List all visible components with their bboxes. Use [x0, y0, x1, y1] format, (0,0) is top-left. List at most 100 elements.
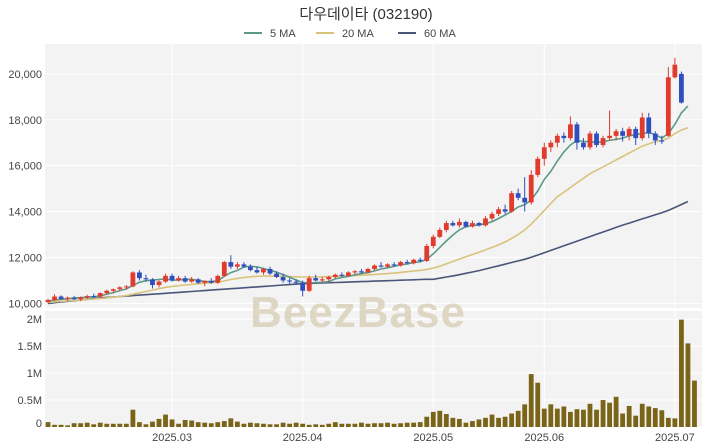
legend-label-20ma: 20 MA — [342, 28, 374, 40]
volume-bar — [156, 418, 162, 427]
volume-bar — [437, 410, 443, 427]
price-tick-label: 14,000 — [8, 207, 42, 219]
candle — [633, 126, 639, 146]
candle-body — [398, 262, 404, 266]
volume-bar — [241, 423, 247, 427]
candle-body — [528, 174, 534, 203]
date-tick-label: 2025.07 — [655, 432, 695, 444]
candle-body — [182, 278, 188, 282]
candle — [293, 279, 299, 286]
volume-bar — [639, 403, 645, 427]
volume-bar — [208, 423, 214, 427]
volume-bar — [352, 423, 358, 427]
candle — [372, 264, 377, 271]
candle-body — [613, 131, 619, 136]
candle — [123, 285, 129, 290]
candle — [437, 227, 443, 238]
volume-bar — [319, 424, 325, 427]
candle-body — [633, 128, 639, 139]
volume-bar — [123, 423, 129, 427]
candle-body — [502, 209, 508, 212]
candle-body — [58, 296, 64, 299]
volume-bar — [496, 417, 501, 427]
volume-bar — [509, 413, 515, 427]
candle-body — [104, 290, 110, 294]
candle-body — [202, 280, 208, 283]
candle — [672, 57, 678, 79]
candle-body — [378, 265, 384, 267]
candle-body — [600, 138, 606, 146]
volume-bar — [293, 422, 299, 427]
candle — [535, 156, 541, 178]
volume-bar — [665, 417, 671, 427]
volume-bar — [404, 422, 410, 427]
candle-body — [97, 293, 103, 297]
price-tick-label: 10,000 — [8, 298, 42, 310]
volume-tick-label: 1M — [27, 368, 42, 380]
candle-body — [254, 270, 260, 273]
candle-body — [639, 117, 645, 139]
candle — [568, 116, 573, 141]
candle — [659, 135, 665, 144]
candle-body — [594, 133, 599, 146]
volume-bar — [607, 402, 612, 427]
volume-bar — [254, 423, 260, 427]
candle — [45, 298, 51, 304]
volume-bar — [117, 423, 123, 427]
candle — [228, 255, 234, 269]
candle — [339, 272, 345, 278]
date-tick-label: 2025.06 — [524, 432, 564, 444]
volume-bar — [470, 421, 475, 427]
candle — [483, 216, 488, 227]
candle — [287, 278, 293, 284]
volume-tick-label: 0 — [36, 418, 42, 430]
volume-bar — [78, 423, 84, 427]
volume-bar — [489, 414, 495, 427]
candle — [417, 257, 423, 263]
volume-bar — [287, 423, 293, 427]
candle — [391, 262, 397, 267]
candle — [52, 294, 57, 302]
volume-bar — [646, 406, 652, 427]
volume-bar — [679, 319, 684, 427]
candle — [208, 278, 214, 284]
volume-bar — [97, 422, 103, 427]
candle — [496, 206, 501, 217]
candle-body — [52, 296, 57, 300]
candle-body — [411, 259, 417, 264]
volume-bar — [522, 404, 528, 427]
candle-body — [293, 281, 299, 283]
candle — [430, 234, 436, 249]
volume-bar — [476, 419, 482, 427]
candle — [326, 275, 332, 282]
chart-title: 다우데이타 (032190) — [299, 6, 432, 23]
candle — [319, 277, 325, 283]
candle-body — [313, 278, 319, 281]
candle-body — [463, 221, 469, 227]
candle — [189, 277, 195, 283]
candle — [620, 127, 626, 142]
volume-bar — [150, 421, 155, 427]
volume-bar — [365, 423, 371, 427]
price-axis: 10,000 12,000 14,000 16,000 18,000 20,000 — [8, 69, 42, 311]
candle-body — [163, 275, 168, 282]
candle-body — [359, 271, 364, 273]
volume-bar — [326, 423, 332, 427]
price-tick-label: 20,000 — [8, 69, 42, 81]
candle-body — [176, 278, 181, 281]
candle-body — [515, 193, 521, 198]
volume-bar — [261, 423, 266, 427]
ma20-line — [47, 127, 689, 304]
volume-bar — [483, 417, 488, 427]
candle-body — [496, 209, 501, 214]
candle-body — [326, 277, 332, 280]
candle — [169, 273, 175, 282]
volume-bar — [137, 422, 142, 427]
volume-bar — [672, 418, 678, 427]
legend-label-5ma: 5 MA — [270, 28, 296, 40]
volume-bar — [332, 422, 338, 427]
candle — [332, 273, 338, 279]
candle — [71, 295, 77, 300]
candle-body — [261, 268, 266, 273]
